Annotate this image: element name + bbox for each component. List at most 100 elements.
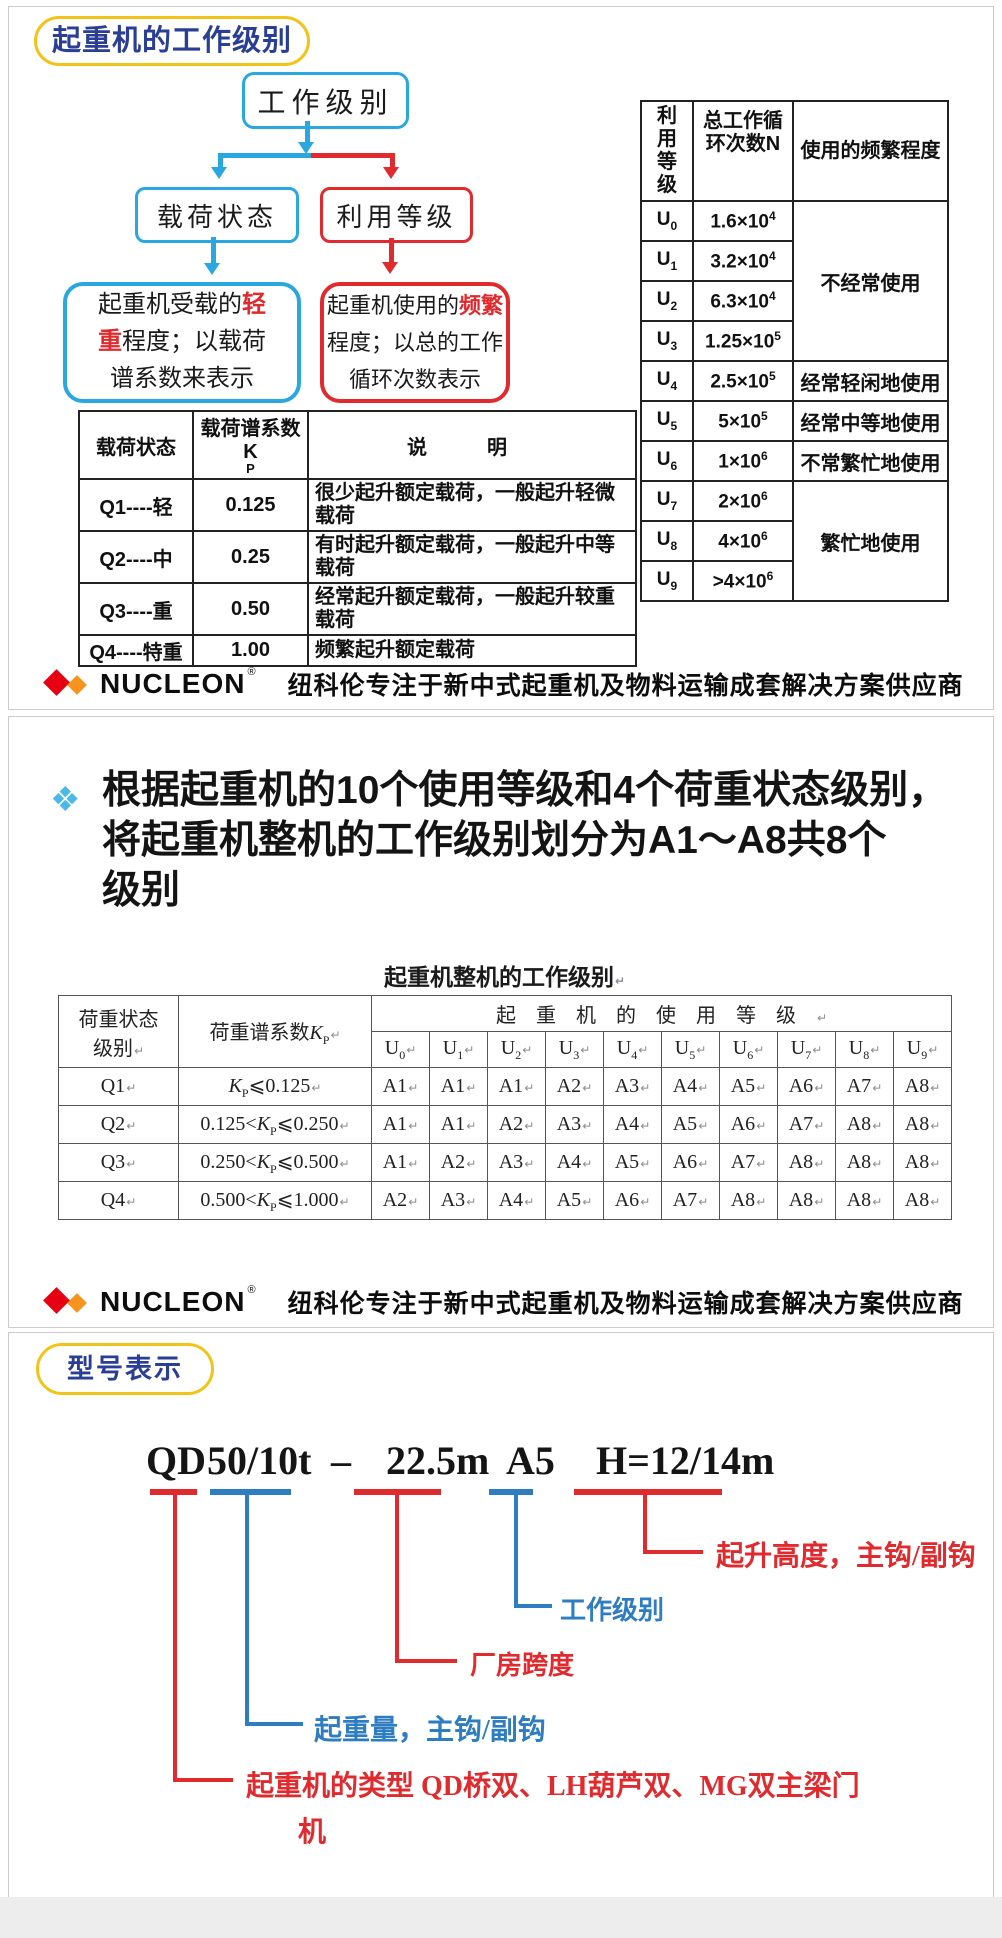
callout-text: 起重量，主钩/副钩 bbox=[314, 1715, 546, 1746]
callout-text: 厂房跨度 bbox=[470, 1651, 575, 1680]
table-cell: Q2----中 bbox=[78, 530, 194, 584]
table-cell: A1↵ bbox=[371, 1105, 430, 1144]
flow-node-load-state: 载荷状态 bbox=[135, 187, 299, 243]
table-cell: U8↵ bbox=[835, 1031, 894, 1068]
table-cell: A8↵ bbox=[777, 1181, 836, 1220]
paragraph-mark: ↵ bbox=[126, 1119, 137, 1133]
table-cell: A4↵ bbox=[545, 1143, 604, 1182]
table-cell: A3↵ bbox=[603, 1067, 662, 1106]
table-cell: >4×106 bbox=[692, 560, 794, 602]
flow-arrow-line bbox=[211, 237, 216, 265]
paragraph-mark: ↵ bbox=[872, 1119, 883, 1133]
leader-elbow bbox=[643, 1550, 703, 1554]
paragraph-mark: ↵ bbox=[696, 1042, 707, 1057]
table-cell: 频繁起升额定载荷 bbox=[307, 634, 637, 667]
registered-mark: ® bbox=[247, 1284, 256, 1296]
paragraph-mark: ↵ bbox=[930, 1081, 941, 1095]
flow-desc-usage-text: 起重机使用的频繁程度；以总的工作循环次数表示 bbox=[326, 287, 504, 398]
flow-connector-red bbox=[311, 153, 395, 158]
table-cell: 起重机的使用等级↵ bbox=[370, 995, 953, 1032]
flow-node-label: 载荷状态 bbox=[156, 202, 277, 232]
table-cell: U4↵ bbox=[603, 1031, 662, 1068]
table-cell: A2↵ bbox=[371, 1181, 430, 1220]
table-cell: 经常起升额定载荷，一般起升较重载荷 bbox=[307, 582, 637, 636]
table-cell: U7 bbox=[640, 480, 694, 522]
flow-arrow-line bbox=[390, 153, 395, 168]
desc-text: 程度；以总的工作循环次数表示 bbox=[326, 330, 503, 392]
table-cell: 0.125<KP⩽0.250↵ bbox=[178, 1105, 372, 1144]
table-cell: A5↵ bbox=[603, 1143, 662, 1182]
brand-name: NUCLEON bbox=[100, 1286, 246, 1317]
table-cell: A6↵ bbox=[777, 1067, 836, 1106]
paragraph-mark: ↵ bbox=[582, 1119, 593, 1133]
paragraph-mark: ↵ bbox=[814, 1157, 825, 1171]
paragraph-mark: ↵ bbox=[756, 1195, 767, 1209]
paragraph-mark: ↵ bbox=[408, 1157, 419, 1171]
table-cell: A3↵ bbox=[545, 1105, 604, 1144]
table-cell: U9↵ bbox=[892, 1031, 953, 1068]
table-cell: KP⩽0.125↵ bbox=[178, 1067, 372, 1106]
table-cell: A5↵ bbox=[661, 1105, 720, 1144]
paragraph-mark: ↵ bbox=[330, 1027, 341, 1042]
table-cell: U1 bbox=[640, 240, 694, 282]
callout-text: 工作级别 bbox=[560, 1596, 665, 1625]
paragraph-mark: ↵ bbox=[582, 1157, 593, 1171]
paragraph-mark: ↵ bbox=[638, 1042, 649, 1057]
flow-arrowhead-icon bbox=[204, 263, 220, 275]
callout-lifting-capacity: 起重量，主钩/副钩 bbox=[314, 1708, 546, 1748]
underline-type bbox=[150, 1489, 197, 1495]
paragraph-mark: ↵ bbox=[870, 1042, 881, 1057]
table-row: Q2----中 0.25 有时起升额定载荷，一般起升中等载荷 bbox=[78, 530, 637, 584]
paragraph-mark: ↵ bbox=[814, 1195, 825, 1209]
table-cell: U3↵ bbox=[545, 1031, 604, 1068]
table-cell: A4↵ bbox=[661, 1067, 720, 1106]
paragraph-mark: ↵ bbox=[339, 1156, 350, 1171]
paragraph-mark: ↵ bbox=[126, 1195, 137, 1209]
table-row: Q3----重 0.50 经常起升额定载荷，一般起升较重载荷 bbox=[78, 582, 637, 636]
flow-arrowhead-icon bbox=[383, 167, 399, 179]
table-cell: U8 bbox=[640, 520, 694, 562]
nucleon-logo-icon bbox=[43, 1286, 100, 1318]
table-cell: A8↵ bbox=[835, 1181, 894, 1220]
paragraph-mark: ↵ bbox=[524, 1119, 535, 1133]
paragraph-mark: ↵ bbox=[614, 974, 626, 988]
brand-name: NUCLEON bbox=[100, 668, 246, 699]
paragraph-mark: ↵ bbox=[466, 1157, 477, 1171]
table-cell: U4 bbox=[640, 360, 694, 402]
desc-emphasis: 轻重 bbox=[98, 292, 266, 355]
model-seg-duty: A5 bbox=[506, 1438, 555, 1483]
paragraph-mark: ↵ bbox=[408, 1081, 419, 1095]
table-cell: 6.3×104 bbox=[692, 280, 794, 322]
table-cell: A4↵ bbox=[487, 1181, 546, 1220]
table-cell: U2 bbox=[640, 280, 694, 322]
table-cell: 载荷谱系数K P bbox=[192, 410, 309, 480]
slide2-paragraph: 根据起重机的10个使用等级和4个荷重状态级别， 将起重机整机的工作级别划分为A1～… bbox=[102, 766, 972, 916]
flow-arrowhead-icon bbox=[211, 167, 227, 179]
underline-span bbox=[354, 1489, 441, 1495]
table-cell: A1↵ bbox=[429, 1067, 488, 1106]
paragraph-mark: ↵ bbox=[408, 1119, 419, 1133]
flow-arrowhead-icon bbox=[298, 142, 314, 154]
leader-line bbox=[173, 1493, 177, 1782]
model-seg-capacity: 50/10t bbox=[207, 1438, 312, 1483]
paragraph-mark: ↵ bbox=[698, 1157, 709, 1171]
table-cell: A7↵ bbox=[661, 1181, 720, 1220]
table-cell: 经常轻闲地使用 bbox=[792, 360, 949, 402]
table-cell: 2.5×105 bbox=[692, 360, 794, 402]
paragraph-mark: ↵ bbox=[930, 1195, 941, 1209]
table-cell: A2↵ bbox=[487, 1105, 546, 1144]
table-cell: U5↵ bbox=[661, 1031, 720, 1068]
paragraph-mark: ↵ bbox=[406, 1042, 417, 1057]
usage-grade-table: 利用等级总工作循环次数N 使用的频繁程度 U0 1.6×104 不经常使用 U1 3.2×1… bbox=[640, 100, 949, 602]
table-cell: 不经常使用 bbox=[792, 200, 949, 362]
paragraph-mark: ↵ bbox=[756, 1157, 767, 1171]
paragraph-mark: ↵ bbox=[930, 1119, 941, 1133]
paragraph-mark: ↵ bbox=[339, 1118, 350, 1133]
table-cell: 0.250<KP⩽0.500↵ bbox=[178, 1143, 372, 1182]
bottom-strip bbox=[0, 1897, 1002, 1938]
flow-node-usage-grade: 利用等级 bbox=[320, 187, 473, 243]
leader-elbow bbox=[173, 1778, 233, 1782]
table-cell: A5↵ bbox=[545, 1181, 604, 1220]
table-cell: Q2↵ bbox=[58, 1105, 179, 1144]
table-cell: 0.25 bbox=[192, 530, 309, 584]
